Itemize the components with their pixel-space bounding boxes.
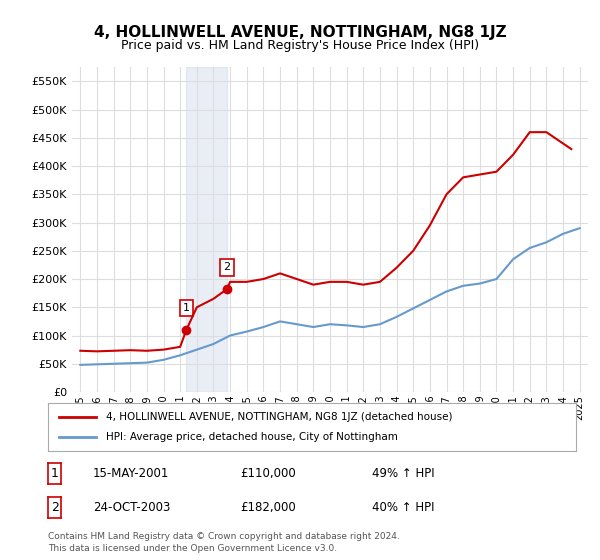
Text: Price paid vs. HM Land Registry's House Price Index (HPI): Price paid vs. HM Land Registry's House … [121,39,479,52]
Text: 4, HOLLINWELL AVENUE, NOTTINGHAM, NG8 1JZ: 4, HOLLINWELL AVENUE, NOTTINGHAM, NG8 1J… [94,25,506,40]
Text: 1: 1 [183,303,190,313]
Text: 2: 2 [223,262,230,272]
Text: HPI: Average price, detached house, City of Nottingham: HPI: Average price, detached house, City… [106,432,398,442]
Text: Contains HM Land Registry data © Crown copyright and database right 2024.
This d: Contains HM Land Registry data © Crown c… [48,532,400,553]
Text: 24-OCT-2003: 24-OCT-2003 [93,501,170,514]
Text: 40% ↑ HPI: 40% ↑ HPI [372,501,434,514]
Text: 15-MAY-2001: 15-MAY-2001 [93,467,169,480]
Bar [187,67,227,392]
Text: £182,000: £182,000 [240,501,296,514]
Text: 1: 1 [50,467,59,480]
Text: 2: 2 [50,501,59,514]
Text: 4, HOLLINWELL AVENUE, NOTTINGHAM, NG8 1JZ (detached house): 4, HOLLINWELL AVENUE, NOTTINGHAM, NG8 1J… [106,412,452,422]
Text: £110,000: £110,000 [240,467,296,480]
Text: 49% ↑ HPI: 49% ↑ HPI [372,467,434,480]
